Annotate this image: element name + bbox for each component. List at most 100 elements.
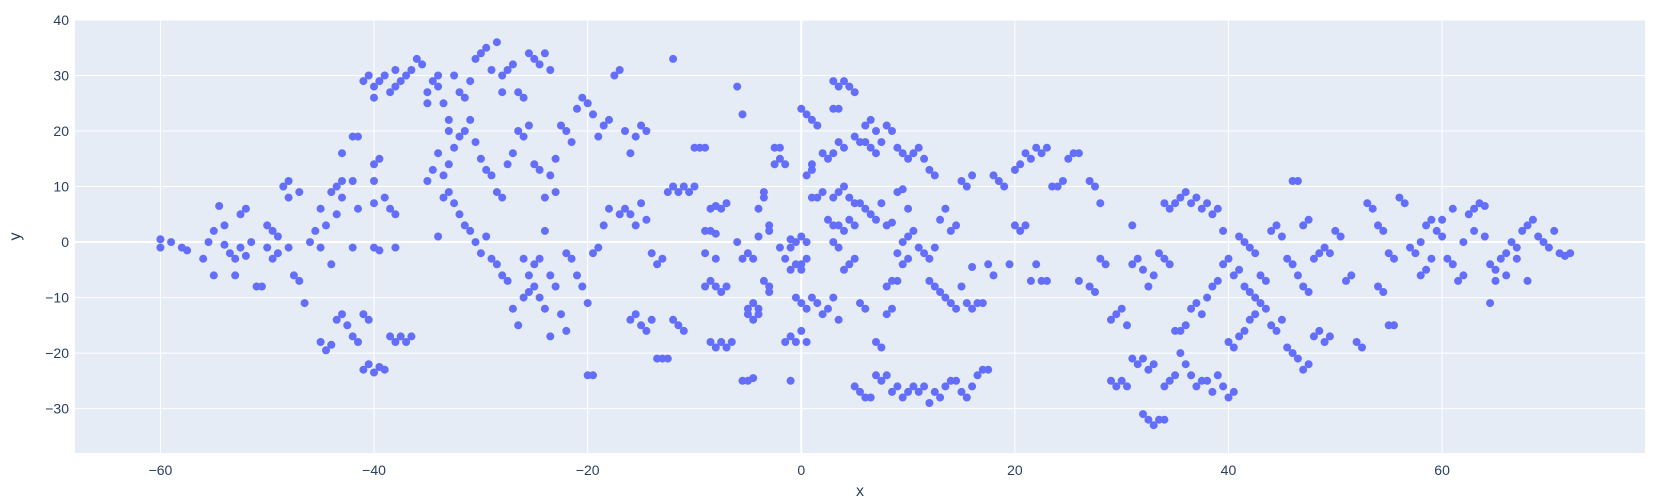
x-tick-label: −60 — [149, 462, 173, 478]
scatter-point — [909, 149, 918, 158]
scatter-point — [375, 77, 384, 86]
scatter-point — [1229, 387, 1238, 396]
scatter-point — [818, 149, 827, 158]
scatter-point — [791, 338, 800, 346]
scatter-point — [786, 332, 795, 341]
scatter-point — [957, 282, 966, 291]
scatter-point — [439, 193, 448, 202]
scatter-point — [813, 299, 822, 308]
scatter-point — [994, 177, 1003, 185]
scatter-point — [428, 77, 437, 86]
scatter-point — [829, 293, 838, 302]
scatter-point — [802, 171, 811, 180]
scatter-point — [877, 138, 886, 147]
scatter-point — [1395, 193, 1404, 202]
scatter-point — [1464, 210, 1473, 219]
scatter-point — [1096, 199, 1105, 208]
x-tick-label: 60 — [1434, 462, 1450, 478]
scatter-point — [872, 127, 880, 135]
scatter-point — [909, 226, 918, 235]
scatter-point — [1139, 354, 1147, 363]
scatter-point — [642, 326, 651, 335]
scatter-point — [631, 132, 640, 141]
scatter-point — [1171, 371, 1180, 380]
scatter-point — [225, 249, 234, 258]
scatter-point — [508, 60, 517, 69]
scatter-point — [797, 104, 806, 113]
scatter-point — [1213, 276, 1222, 285]
scatter-point — [898, 393, 907, 402]
scatter-point — [733, 82, 742, 91]
scatter-point — [1347, 271, 1356, 280]
scatter-point — [1523, 276, 1532, 285]
scatter-point — [364, 71, 373, 80]
scatter-point — [824, 154, 832, 163]
scatter-point — [236, 210, 245, 219]
scatter-point — [1518, 226, 1527, 235]
scatter-point — [551, 188, 560, 197]
scatter-point — [1406, 243, 1414, 252]
scatter-point — [631, 221, 640, 230]
scatter-point — [1042, 276, 1051, 285]
scatter-point — [829, 238, 838, 247]
scatter-point — [1272, 221, 1281, 230]
scatter-point — [802, 254, 811, 263]
scatter-point — [1261, 304, 1270, 313]
scatter-point — [706, 338, 715, 346]
scatter-point — [861, 304, 870, 313]
scatter-point — [402, 338, 411, 346]
scatter-point — [930, 387, 939, 396]
scatter-point — [674, 321, 683, 330]
scatter-point — [775, 154, 784, 163]
scatter-point — [455, 210, 464, 219]
scatter-point — [1208, 387, 1217, 396]
scatter-point — [316, 243, 325, 252]
scatter-point — [1512, 254, 1521, 263]
scatter-point — [268, 254, 277, 263]
scatter-point — [1491, 265, 1500, 274]
scatter-point — [503, 276, 512, 285]
scatter-point — [653, 260, 662, 269]
scatter-point — [941, 293, 950, 302]
scatter-point — [498, 193, 507, 202]
y-tick-label: 20 — [53, 123, 69, 139]
scatter-point — [759, 193, 768, 202]
scatter-point — [834, 315, 843, 324]
scatter-point — [1139, 265, 1147, 274]
scatter-point — [738, 110, 747, 119]
scatter-point — [1171, 199, 1180, 208]
scatter-point — [1208, 282, 1217, 291]
scatter-point — [268, 226, 277, 235]
scatter-point — [476, 249, 485, 258]
scatter-point — [530, 260, 539, 269]
scatter-point — [263, 243, 272, 252]
scatter-point — [679, 326, 688, 335]
scatter-point — [359, 365, 368, 374]
scatter-point — [1219, 226, 1228, 235]
scatter-point — [450, 71, 459, 80]
scatter-point — [594, 132, 603, 141]
scatter-point — [722, 199, 731, 208]
scatter-point — [327, 340, 336, 349]
scatter-point — [1528, 215, 1537, 224]
scatter-point — [460, 127, 469, 135]
scatter-point — [1325, 332, 1334, 341]
scatter-point — [498, 88, 507, 97]
scatter-point — [370, 93, 378, 102]
scatter-point — [914, 387, 923, 396]
scatter-point — [231, 271, 240, 280]
scatter-point — [930, 243, 939, 252]
scatter-point — [685, 188, 694, 197]
scatter-point — [546, 171, 555, 180]
scatter-point — [1374, 221, 1382, 230]
scatter-point — [1240, 282, 1249, 291]
y-axis-title: y — [7, 233, 24, 241]
scatter-point — [1224, 393, 1233, 402]
scatter-point — [1165, 204, 1174, 213]
scatter-point — [1235, 232, 1244, 241]
scatter-point — [1181, 321, 1190, 330]
scatter-point — [920, 382, 929, 391]
scatter-point — [1304, 360, 1313, 369]
y-tick-labels: −30 −20 −10 0 10 20 30 40 — [45, 12, 69, 417]
scatter-point — [850, 382, 859, 391]
